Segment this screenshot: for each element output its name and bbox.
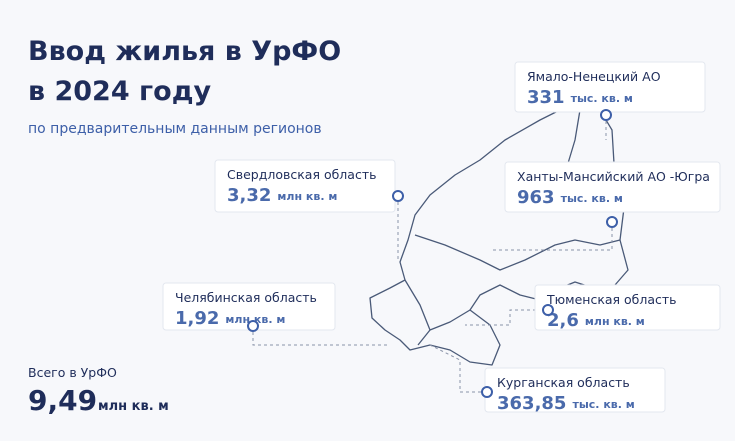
region-name: Свердловская область [227, 167, 376, 182]
region-card [504, 161, 721, 213]
region-value: 963 [517, 187, 555, 208]
region-marker [542, 304, 554, 316]
connector [429, 344, 481, 393]
region-value: 363,85 [497, 393, 566, 414]
region-marker [600, 109, 612, 121]
region-unit: тыс. кв. м [572, 398, 634, 411]
region-name: Ханты-Мансийский АО -Югра [517, 169, 710, 184]
region-name: Челябинская область [175, 290, 317, 305]
region-value: 3,32 [227, 185, 271, 206]
total-unit: млн кв. м [98, 399, 169, 414]
total-value: 9,49 [28, 384, 97, 417]
region-value: 1,92 [175, 308, 219, 329]
region-card [534, 284, 721, 331]
connector [252, 332, 390, 346]
region-value: 331 [527, 87, 565, 108]
subtitle: по предварительным данным регионов [28, 121, 322, 137]
region-name: Ямало-Ненецкий АО [527, 69, 661, 84]
region-unit: млн кв. м [585, 315, 645, 328]
region-name: Курганская область [497, 375, 630, 390]
region-unit: млн кв. м [225, 313, 285, 326]
region-marker [392, 190, 404, 202]
region-marker [481, 386, 493, 398]
region-unit: млн кв. м [277, 190, 337, 203]
region-name: Тюменская область [546, 292, 677, 307]
connector [490, 228, 613, 251]
region-marker [606, 216, 618, 228]
region-unit: тыс. кв. м [571, 92, 633, 105]
title-line: Ввод жилья в УрФО [28, 36, 341, 67]
total-label: Всего в УрФО [28, 365, 117, 380]
region-unit: тыс. кв. м [561, 192, 623, 205]
title-line: в 2024 году [28, 76, 211, 107]
region-marker [247, 320, 259, 332]
region-value: 2,6 [547, 310, 579, 331]
region-card [214, 159, 396, 213]
